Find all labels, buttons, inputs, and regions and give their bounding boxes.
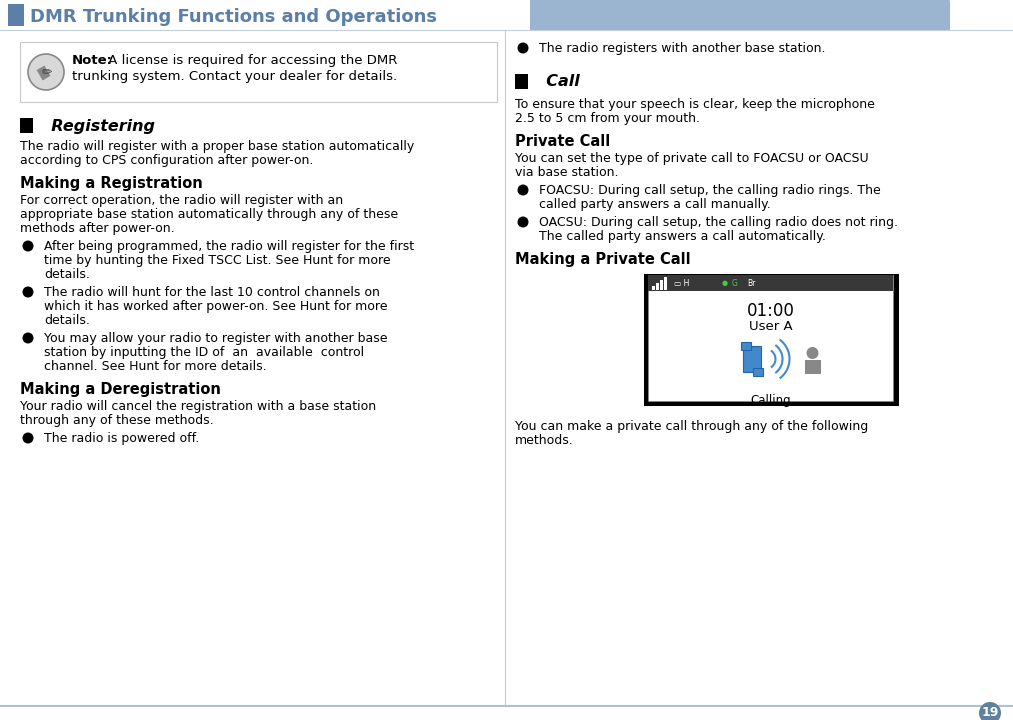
Bar bbox=[530, 0, 950, 30]
Text: The radio will hunt for the last 10 control channels on: The radio will hunt for the last 10 cont… bbox=[44, 286, 380, 299]
Bar bbox=[652, 286, 655, 290]
Text: The radio will register with a proper base station automatically: The radio will register with a proper ba… bbox=[20, 140, 414, 153]
Text: trunking system. Contact your dealer for details.: trunking system. Contact your dealer for… bbox=[72, 70, 397, 83]
Text: G: G bbox=[732, 279, 737, 287]
Text: according to CPS configuration after power-on.: according to CPS configuration after pow… bbox=[20, 154, 313, 167]
Circle shape bbox=[22, 240, 33, 251]
Bar bbox=[648, 275, 893, 291]
Circle shape bbox=[22, 333, 33, 343]
Text: To ensure that your speech is clear, keep the microphone: To ensure that your speech is clear, kee… bbox=[515, 98, 875, 111]
Text: User A: User A bbox=[749, 320, 792, 333]
Bar bbox=[753, 368, 763, 376]
Bar bbox=[36, 66, 51, 81]
Circle shape bbox=[518, 217, 529, 228]
Text: 19: 19 bbox=[982, 706, 999, 719]
Bar bbox=[20, 42, 497, 102]
Bar bbox=[648, 275, 893, 401]
Text: Note:: Note: bbox=[72, 54, 113, 67]
Text: Call: Call bbox=[535, 74, 579, 89]
Circle shape bbox=[22, 433, 33, 444]
Text: FOACSU: During call setup, the calling radio rings. The: FOACSU: During call setup, the calling r… bbox=[539, 184, 880, 197]
Text: channel. See Hunt for more details.: channel. See Hunt for more details. bbox=[44, 360, 266, 373]
Text: DMR Trunking Functions and Operations: DMR Trunking Functions and Operations bbox=[30, 8, 437, 26]
Text: methods.: methods. bbox=[515, 434, 573, 447]
Text: You may allow your radio to register with another base: You may allow your radio to register wit… bbox=[44, 332, 388, 345]
Text: Making a Private Call: Making a Private Call bbox=[515, 252, 691, 267]
Circle shape bbox=[806, 347, 819, 359]
Text: Making a Deregistration: Making a Deregistration bbox=[20, 382, 221, 397]
Circle shape bbox=[979, 702, 1001, 720]
Text: 2.5 to 5 cm from your mouth.: 2.5 to 5 cm from your mouth. bbox=[515, 112, 700, 125]
Text: ✏: ✏ bbox=[42, 66, 53, 79]
Text: Private Call: Private Call bbox=[515, 134, 610, 149]
Text: You can make a private call through any of the following: You can make a private call through any … bbox=[515, 420, 868, 433]
Circle shape bbox=[518, 42, 529, 53]
Text: OACSU: During call setup, the calling radio does not ring.: OACSU: During call setup, the calling ra… bbox=[539, 216, 898, 229]
Circle shape bbox=[22, 287, 33, 297]
Bar bbox=[515, 74, 528, 89]
Text: ▭ H: ▭ H bbox=[674, 279, 690, 287]
Bar bbox=[741, 342, 751, 350]
Bar bbox=[20, 118, 33, 133]
Text: station by inputting the ID of  an  available  control: station by inputting the ID of an availa… bbox=[44, 346, 364, 359]
Text: For correct operation, the radio will register with an: For correct operation, the radio will re… bbox=[20, 194, 343, 207]
Bar bbox=[660, 280, 663, 290]
Bar bbox=[656, 283, 659, 290]
Bar bbox=[664, 277, 667, 290]
Text: After being programmed, the radio will register for the first: After being programmed, the radio will r… bbox=[44, 240, 414, 253]
Text: The radio is powered off.: The radio is powered off. bbox=[44, 432, 200, 445]
Text: methods after power-on.: methods after power-on. bbox=[20, 222, 174, 235]
Text: 01:00: 01:00 bbox=[747, 302, 794, 320]
Text: A license is required for accessing the DMR: A license is required for accessing the … bbox=[104, 54, 397, 67]
Text: You can set the type of private call to FOACSU or OACSU: You can set the type of private call to … bbox=[515, 152, 868, 165]
Text: Your radio will cancel the registration with a base station: Your radio will cancel the registration … bbox=[20, 400, 376, 413]
Text: through any of these methods.: through any of these methods. bbox=[20, 414, 214, 427]
Text: ●: ● bbox=[722, 280, 728, 286]
Text: details.: details. bbox=[44, 314, 90, 327]
Text: details.: details. bbox=[44, 268, 90, 281]
Text: via base station.: via base station. bbox=[515, 166, 619, 179]
Text: time by hunting the Fixed TSCC List. See Hunt for more: time by hunting the Fixed TSCC List. See… bbox=[44, 254, 391, 267]
Text: Registering: Registering bbox=[40, 119, 155, 133]
Text: which it has worked after power-on. See Hunt for more: which it has worked after power-on. See … bbox=[44, 300, 388, 313]
Text: The called party answers a call automatically.: The called party answers a call automati… bbox=[539, 230, 826, 243]
Bar bbox=[743, 346, 761, 372]
Bar bbox=[8, 4, 24, 26]
Circle shape bbox=[518, 184, 529, 196]
Text: appropriate base station automatically through any of these: appropriate base station automatically t… bbox=[20, 208, 398, 221]
Bar bbox=[644, 274, 899, 406]
Text: The radio registers with another base station.: The radio registers with another base st… bbox=[539, 42, 826, 55]
Bar bbox=[804, 360, 821, 374]
Text: called party answers a call manually.: called party answers a call manually. bbox=[539, 198, 771, 211]
Text: Making a Registration: Making a Registration bbox=[20, 176, 203, 191]
Text: Calling: Calling bbox=[751, 394, 791, 407]
Text: Br: Br bbox=[747, 279, 756, 287]
Circle shape bbox=[28, 54, 64, 90]
